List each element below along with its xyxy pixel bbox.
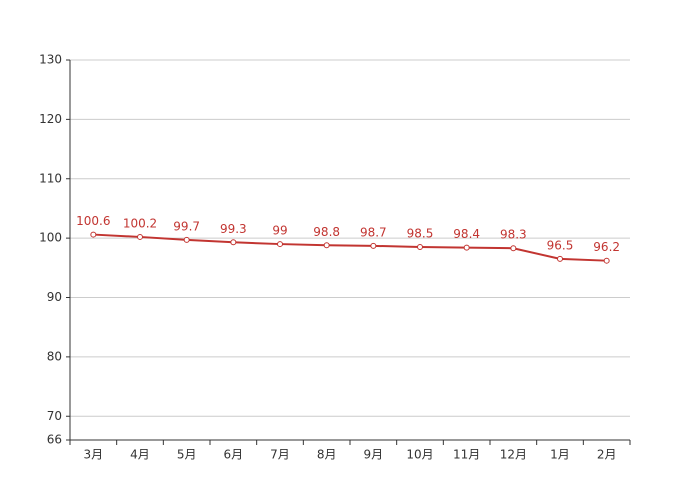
- y-tick-label: 130: [39, 53, 62, 67]
- x-tick-label: 8月: [317, 448, 337, 462]
- x-tick-label: 6月: [224, 448, 244, 462]
- line: [93, 233, 607, 262]
- point: [137, 233, 143, 240]
- data-label: 98.3: [500, 228, 527, 242]
- data-label: 98.7: [360, 225, 387, 239]
- x-tick-label: 12月: [500, 448, 527, 462]
- point: [323, 242, 330, 249]
- data-label: 98.5: [407, 227, 434, 241]
- point: [603, 257, 610, 264]
- data-label: 98.4: [453, 227, 480, 241]
- x-tick-label: 5月: [177, 448, 197, 462]
- x-tick-label: 1月: [550, 448, 570, 462]
- x-tick-label: 7月: [270, 448, 290, 462]
- x-tick-label: 9月: [364, 448, 384, 462]
- data-label: 99.3: [220, 222, 247, 236]
- data-label: 99.7: [173, 219, 200, 233]
- point: [90, 231, 97, 238]
- point: [557, 255, 563, 262]
- point: [230, 239, 237, 246]
- data-label: 100.2: [123, 216, 157, 230]
- data-label: 96.5: [547, 238, 574, 252]
- y-tick-label: 120: [39, 112, 62, 126]
- data-label: 100.6: [76, 214, 110, 228]
- data-label: 96.2: [593, 240, 620, 254]
- point: [370, 242, 377, 249]
- data-label: 98.8: [313, 225, 340, 239]
- point: [463, 244, 470, 251]
- x-tick-label: 10月: [406, 448, 433, 462]
- point: [277, 241, 283, 248]
- x-tick-label: 3月: [84, 448, 104, 462]
- x-tick-label: 11月: [453, 448, 480, 462]
- point: [510, 245, 517, 252]
- data-label: 99: [272, 224, 287, 238]
- point: [417, 244, 423, 251]
- x-tick-label: 2月: [597, 448, 617, 462]
- x-tick-label: 4月: [130, 448, 150, 462]
- y-tick-label: 100: [39, 231, 62, 245]
- y-tick-label: 90: [47, 290, 62, 304]
- point: [183, 236, 190, 243]
- y-tick-label: 110: [39, 171, 62, 185]
- y-tick-label: 70: [47, 409, 62, 423]
- y-tick-label: 66: [47, 433, 62, 447]
- y-tick-label: 80: [47, 349, 62, 363]
